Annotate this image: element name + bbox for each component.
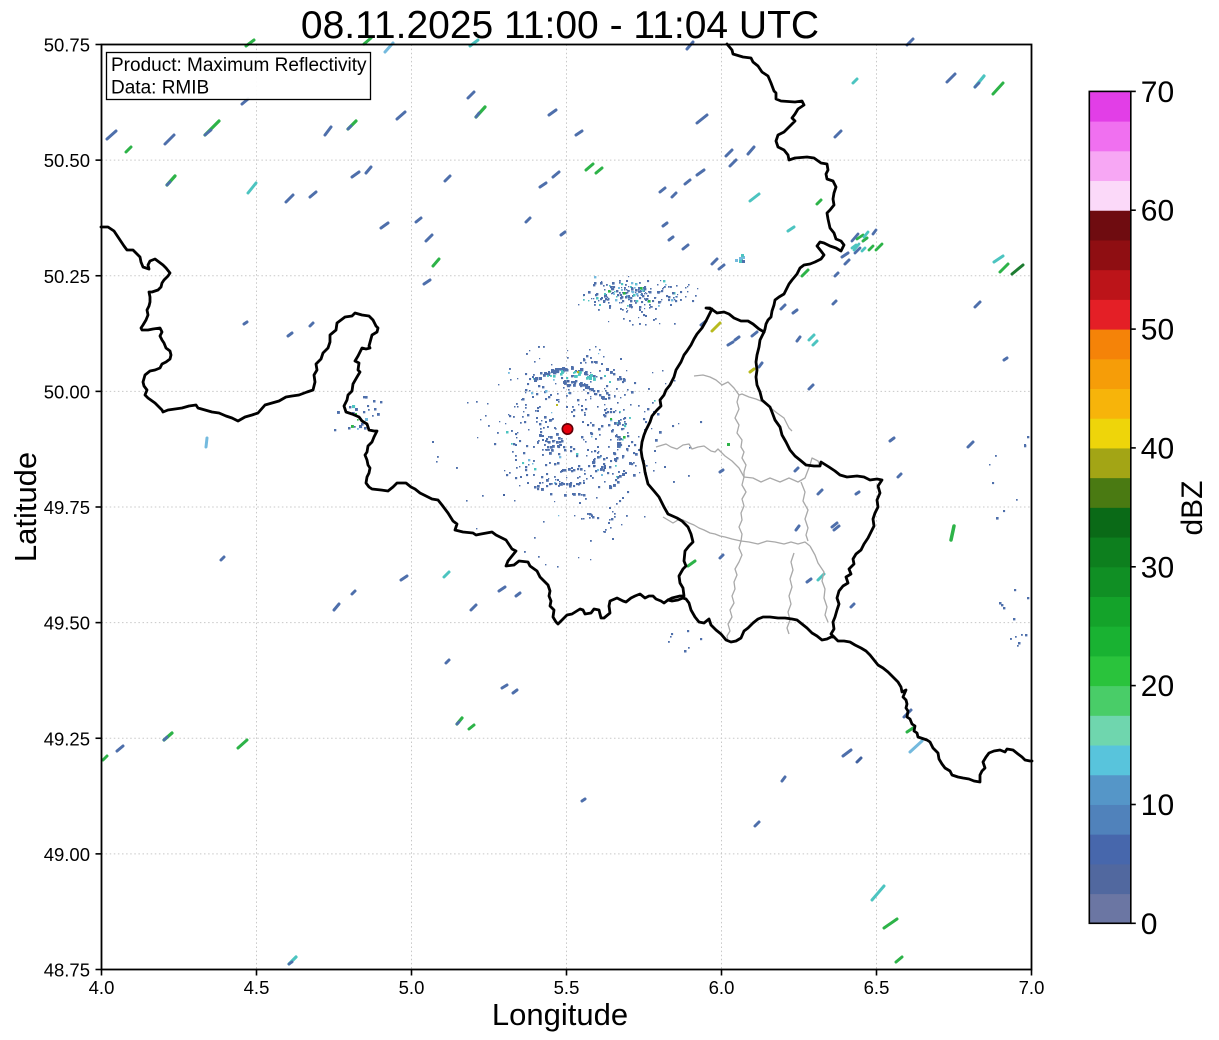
svg-text:50.00: 50.00	[44, 381, 90, 402]
svg-text:48.75: 48.75	[44, 960, 90, 981]
svg-text:Product: Maximum Reflectivity: Product: Maximum Reflectivity	[111, 55, 367, 76]
svg-text:50: 50	[1141, 314, 1174, 347]
svg-text:4.0: 4.0	[89, 977, 115, 998]
svg-text:6.0: 6.0	[709, 977, 735, 998]
svg-text:49.50: 49.50	[44, 613, 90, 634]
svg-text:70: 70	[1141, 76, 1174, 109]
svg-text:20: 20	[1141, 670, 1174, 703]
svg-text:5.0: 5.0	[399, 977, 425, 998]
svg-text:49.00: 49.00	[44, 844, 90, 865]
svg-text:08.11.2025 11:00 - 11:04 UTC: 08.11.2025 11:00 - 11:04 UTC	[301, 4, 819, 47]
svg-text:7.0: 7.0	[1019, 977, 1045, 998]
svg-text:10: 10	[1141, 789, 1174, 822]
svg-text:6.5: 6.5	[864, 977, 890, 998]
svg-text:50.25: 50.25	[44, 266, 90, 287]
svg-text:5.5: 5.5	[554, 977, 580, 998]
svg-text:30: 30	[1141, 551, 1174, 584]
svg-text:Longitude: Longitude	[492, 997, 628, 1032]
svg-text:60: 60	[1141, 195, 1174, 228]
svg-text:Data: RMIB: Data: RMIB	[111, 78, 209, 99]
svg-text:dBZ: dBZ	[1176, 480, 1209, 535]
svg-text:49.75: 49.75	[44, 497, 90, 518]
svg-text:0: 0	[1141, 908, 1158, 941]
svg-text:4.5: 4.5	[244, 977, 270, 998]
svg-text:Latitude: Latitude	[8, 452, 43, 562]
svg-text:50.50: 50.50	[44, 150, 90, 171]
svg-text:50.75: 50.75	[44, 35, 90, 56]
svg-text:49.25: 49.25	[44, 728, 90, 749]
svg-text:40: 40	[1141, 432, 1174, 465]
